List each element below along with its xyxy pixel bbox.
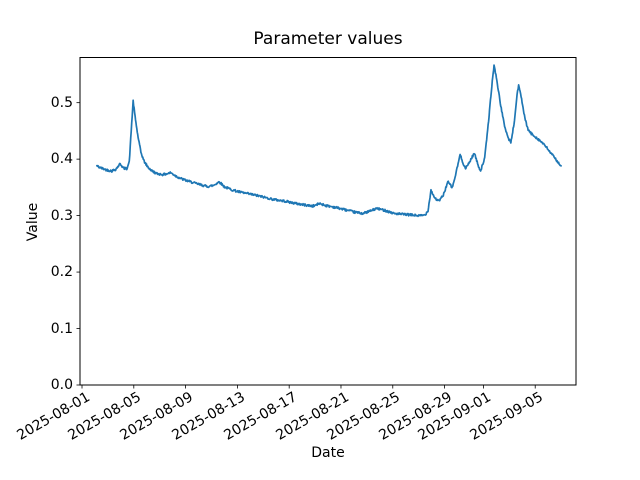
x-axis-label: Date: [311, 445, 345, 461]
y-tick-label: 0.5: [50, 94, 73, 111]
y-tick-label: 0.4: [50, 151, 73, 168]
y-tick-label: 0.0: [50, 377, 73, 393]
chart-title: Parameter values: [253, 29, 403, 49]
y-tick-label: 0.3: [50, 207, 73, 224]
y-tick-label: 0.2: [50, 264, 73, 281]
series-line: [96, 64, 562, 218]
y-tick-label: 0.1: [50, 320, 73, 337]
axes-frame: [79, 57, 577, 386]
